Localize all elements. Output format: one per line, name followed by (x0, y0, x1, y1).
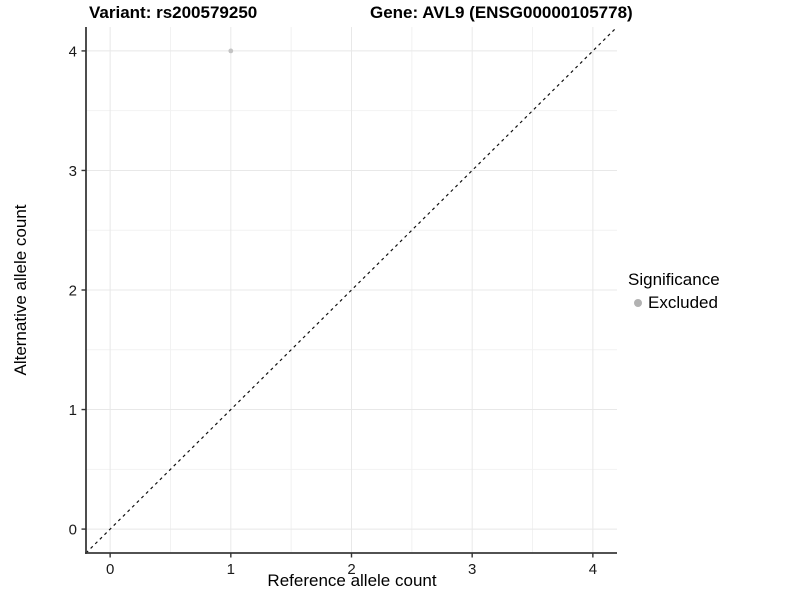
y-tick-label: 3 (69, 163, 77, 180)
y-tick-label: 0 (69, 522, 77, 539)
y-tick-label: 4 (69, 43, 77, 60)
y-axis-title: Alternative allele count (11, 204, 30, 376)
x-tick-label: 3 (468, 561, 476, 578)
legend-title: Significance (628, 270, 720, 289)
x-tick-label: 4 (589, 561, 597, 578)
data-point (228, 48, 234, 54)
x-tick-label: 1 (227, 561, 235, 578)
x-tick-label: 2 (347, 561, 355, 578)
identity-line (85, 26, 618, 554)
plot-title-variant: Variant: rs200579250 (89, 3, 258, 22)
legend-key-dot (634, 299, 642, 307)
x-axis-title: Reference allele count (267, 571, 437, 590)
legend-item-label: Excluded (648, 293, 718, 312)
legend: Significance Excluded (628, 270, 720, 313)
x-tick-label: 0 (106, 561, 114, 578)
y-tick-label: 1 (69, 402, 77, 419)
legend-item-excluded: Excluded (628, 293, 720, 313)
y-tick-label: 2 (69, 283, 77, 300)
plot-title-gene: Gene: AVL9 (ENSG00000105778) (370, 3, 633, 22)
